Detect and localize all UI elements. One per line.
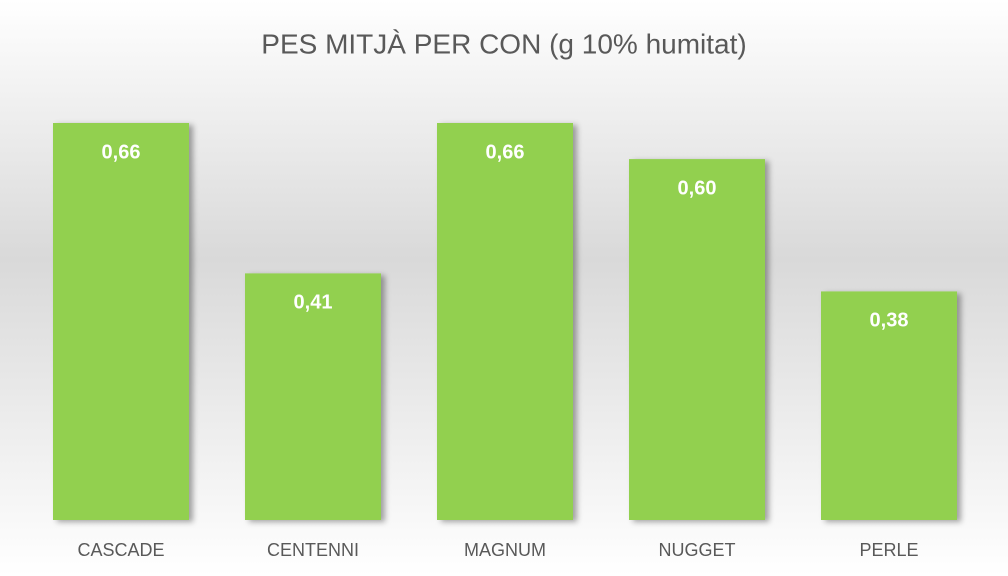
value-label: 0,41 [294, 292, 333, 314]
x-tick-label: NUGGET [658, 540, 735, 560]
bar [53, 123, 189, 520]
x-tick-label: CENTENNI [267, 540, 359, 560]
value-label: 0,60 [678, 177, 717, 199]
bar [437, 123, 573, 520]
value-label: 0,66 [486, 141, 525, 163]
bar [245, 273, 381, 520]
x-tick-label: CASCADE [77, 540, 164, 560]
value-label: 0,66 [102, 141, 141, 163]
x-tick-label: MAGNUM [464, 540, 546, 560]
bar [821, 291, 957, 520]
chart-title: PES MITJÀ PER CON (g 10% humitat) [261, 28, 746, 59]
value-label: 0,38 [870, 310, 909, 332]
bar [629, 159, 765, 520]
x-tick-label: PERLE [859, 540, 918, 560]
